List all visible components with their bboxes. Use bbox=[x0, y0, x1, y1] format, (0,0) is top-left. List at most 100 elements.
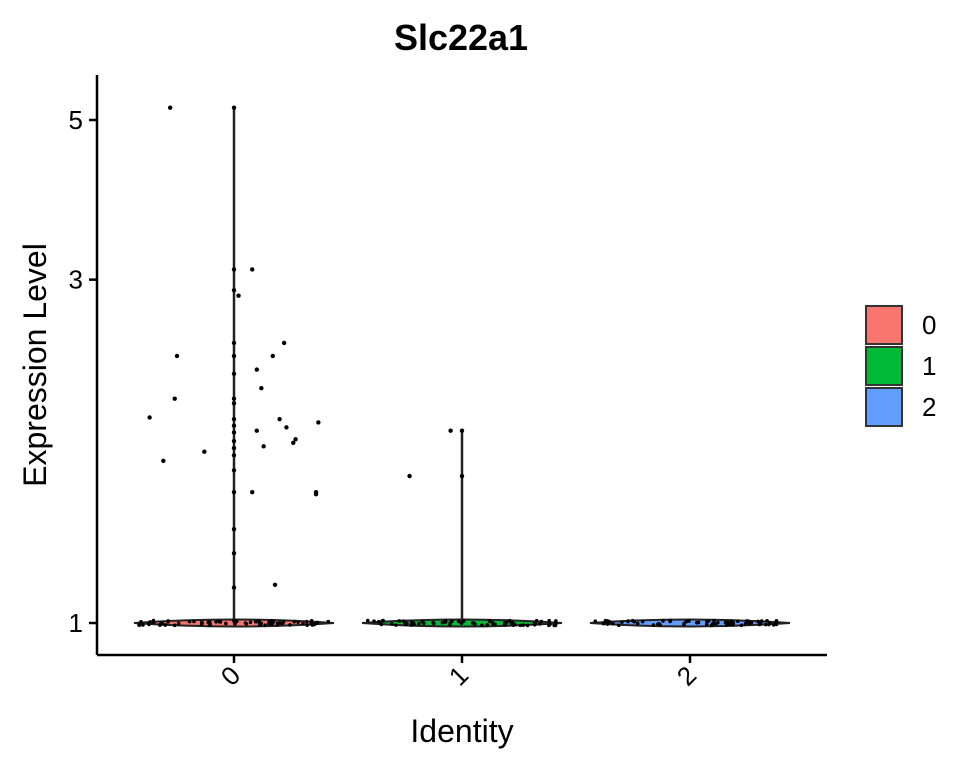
x-axis-title: Identity bbox=[410, 713, 513, 749]
data-point bbox=[365, 618, 370, 623]
data-point bbox=[774, 620, 779, 624]
data-point bbox=[291, 440, 296, 445]
legend-label-1: 1 bbox=[922, 351, 936, 381]
data-point bbox=[233, 622, 237, 626]
data-point bbox=[313, 492, 319, 497]
data-point bbox=[214, 620, 218, 624]
data-point bbox=[640, 619, 645, 624]
data-point bbox=[525, 623, 530, 628]
data-point bbox=[731, 621, 736, 625]
data-point bbox=[763, 622, 768, 627]
data-point bbox=[459, 428, 465, 433]
data-point bbox=[620, 620, 624, 624]
y-tick-label: 1 bbox=[69, 608, 83, 638]
data-point bbox=[728, 621, 732, 626]
data-point bbox=[547, 623, 551, 628]
data-point bbox=[443, 619, 448, 623]
data-point bbox=[487, 619, 492, 623]
data-point bbox=[231, 371, 237, 376]
data-point bbox=[147, 622, 151, 627]
data-point bbox=[712, 618, 716, 623]
y-tick-label: 3 bbox=[69, 265, 83, 295]
data-point bbox=[288, 623, 292, 627]
data-point bbox=[651, 623, 656, 627]
data-point bbox=[601, 621, 606, 626]
data-point bbox=[448, 621, 453, 625]
data-point bbox=[696, 620, 701, 625]
data-point bbox=[682, 622, 686, 627]
data-point bbox=[661, 619, 665, 623]
legend-swatch-0 bbox=[865, 305, 903, 345]
data-point bbox=[554, 619, 558, 623]
data-point bbox=[409, 623, 414, 627]
data-point bbox=[224, 621, 228, 626]
data-point bbox=[258, 623, 262, 627]
data-point bbox=[630, 618, 635, 623]
data-point bbox=[231, 353, 237, 359]
data-point bbox=[236, 293, 241, 298]
data-point bbox=[270, 353, 275, 359]
data-point bbox=[277, 416, 282, 422]
data-point bbox=[480, 623, 484, 628]
data-point bbox=[202, 449, 207, 454]
x-tick-label: 2 bbox=[671, 660, 702, 691]
data-point bbox=[172, 396, 177, 401]
data-point bbox=[259, 385, 264, 391]
data-point bbox=[231, 453, 237, 458]
data-point bbox=[381, 618, 385, 623]
data-point bbox=[231, 430, 237, 435]
data-point bbox=[231, 396, 237, 401]
data-point bbox=[284, 425, 289, 430]
data-point bbox=[192, 619, 196, 624]
data-point bbox=[459, 473, 465, 479]
legend-swatch-1 bbox=[865, 346, 903, 386]
chart-title: Slc22a1 bbox=[394, 17, 528, 58]
data-point bbox=[231, 105, 237, 110]
data-point bbox=[767, 621, 772, 625]
data-point bbox=[745, 619, 750, 624]
data-point bbox=[208, 623, 212, 627]
data-point bbox=[687, 619, 691, 623]
data-point bbox=[231, 340, 237, 346]
x-tick-label: 1 bbox=[443, 660, 474, 691]
data-point bbox=[417, 621, 421, 626]
data-point bbox=[315, 620, 320, 625]
data-point bbox=[158, 623, 162, 627]
data-point bbox=[250, 267, 255, 272]
data-point bbox=[141, 623, 145, 627]
data-point bbox=[704, 622, 709, 627]
data-point bbox=[244, 622, 249, 626]
data-point bbox=[538, 622, 542, 626]
data-point bbox=[626, 619, 631, 623]
data-point bbox=[509, 621, 514, 626]
data-point bbox=[270, 622, 274, 626]
data-point bbox=[448, 428, 453, 433]
data-point bbox=[231, 267, 237, 272]
data-point bbox=[267, 619, 272, 624]
data-point bbox=[397, 619, 402, 623]
data-point bbox=[616, 623, 621, 628]
data-point bbox=[231, 468, 237, 473]
data-point bbox=[456, 619, 461, 624]
data-point bbox=[296, 620, 300, 624]
data-point bbox=[420, 619, 425, 624]
y-ticks: 1 3 5 bbox=[69, 105, 97, 638]
data-point bbox=[257, 619, 261, 624]
data-point bbox=[161, 458, 166, 464]
data-point bbox=[771, 623, 776, 627]
data-point bbox=[533, 621, 538, 626]
plot-area bbox=[133, 105, 791, 628]
data-point bbox=[176, 621, 181, 626]
legend-label-2: 2 bbox=[922, 392, 936, 422]
data-point bbox=[137, 623, 142, 627]
data-point bbox=[431, 620, 435, 625]
data-point bbox=[459, 621, 464, 625]
data-point bbox=[231, 438, 237, 444]
data-point bbox=[278, 621, 282, 625]
data-point bbox=[401, 619, 406, 623]
data-point bbox=[231, 288, 237, 293]
data-point bbox=[440, 620, 445, 625]
x-ticks: 0 1 2 bbox=[215, 655, 702, 691]
data-point bbox=[200, 620, 204, 625]
data-point bbox=[491, 621, 496, 626]
